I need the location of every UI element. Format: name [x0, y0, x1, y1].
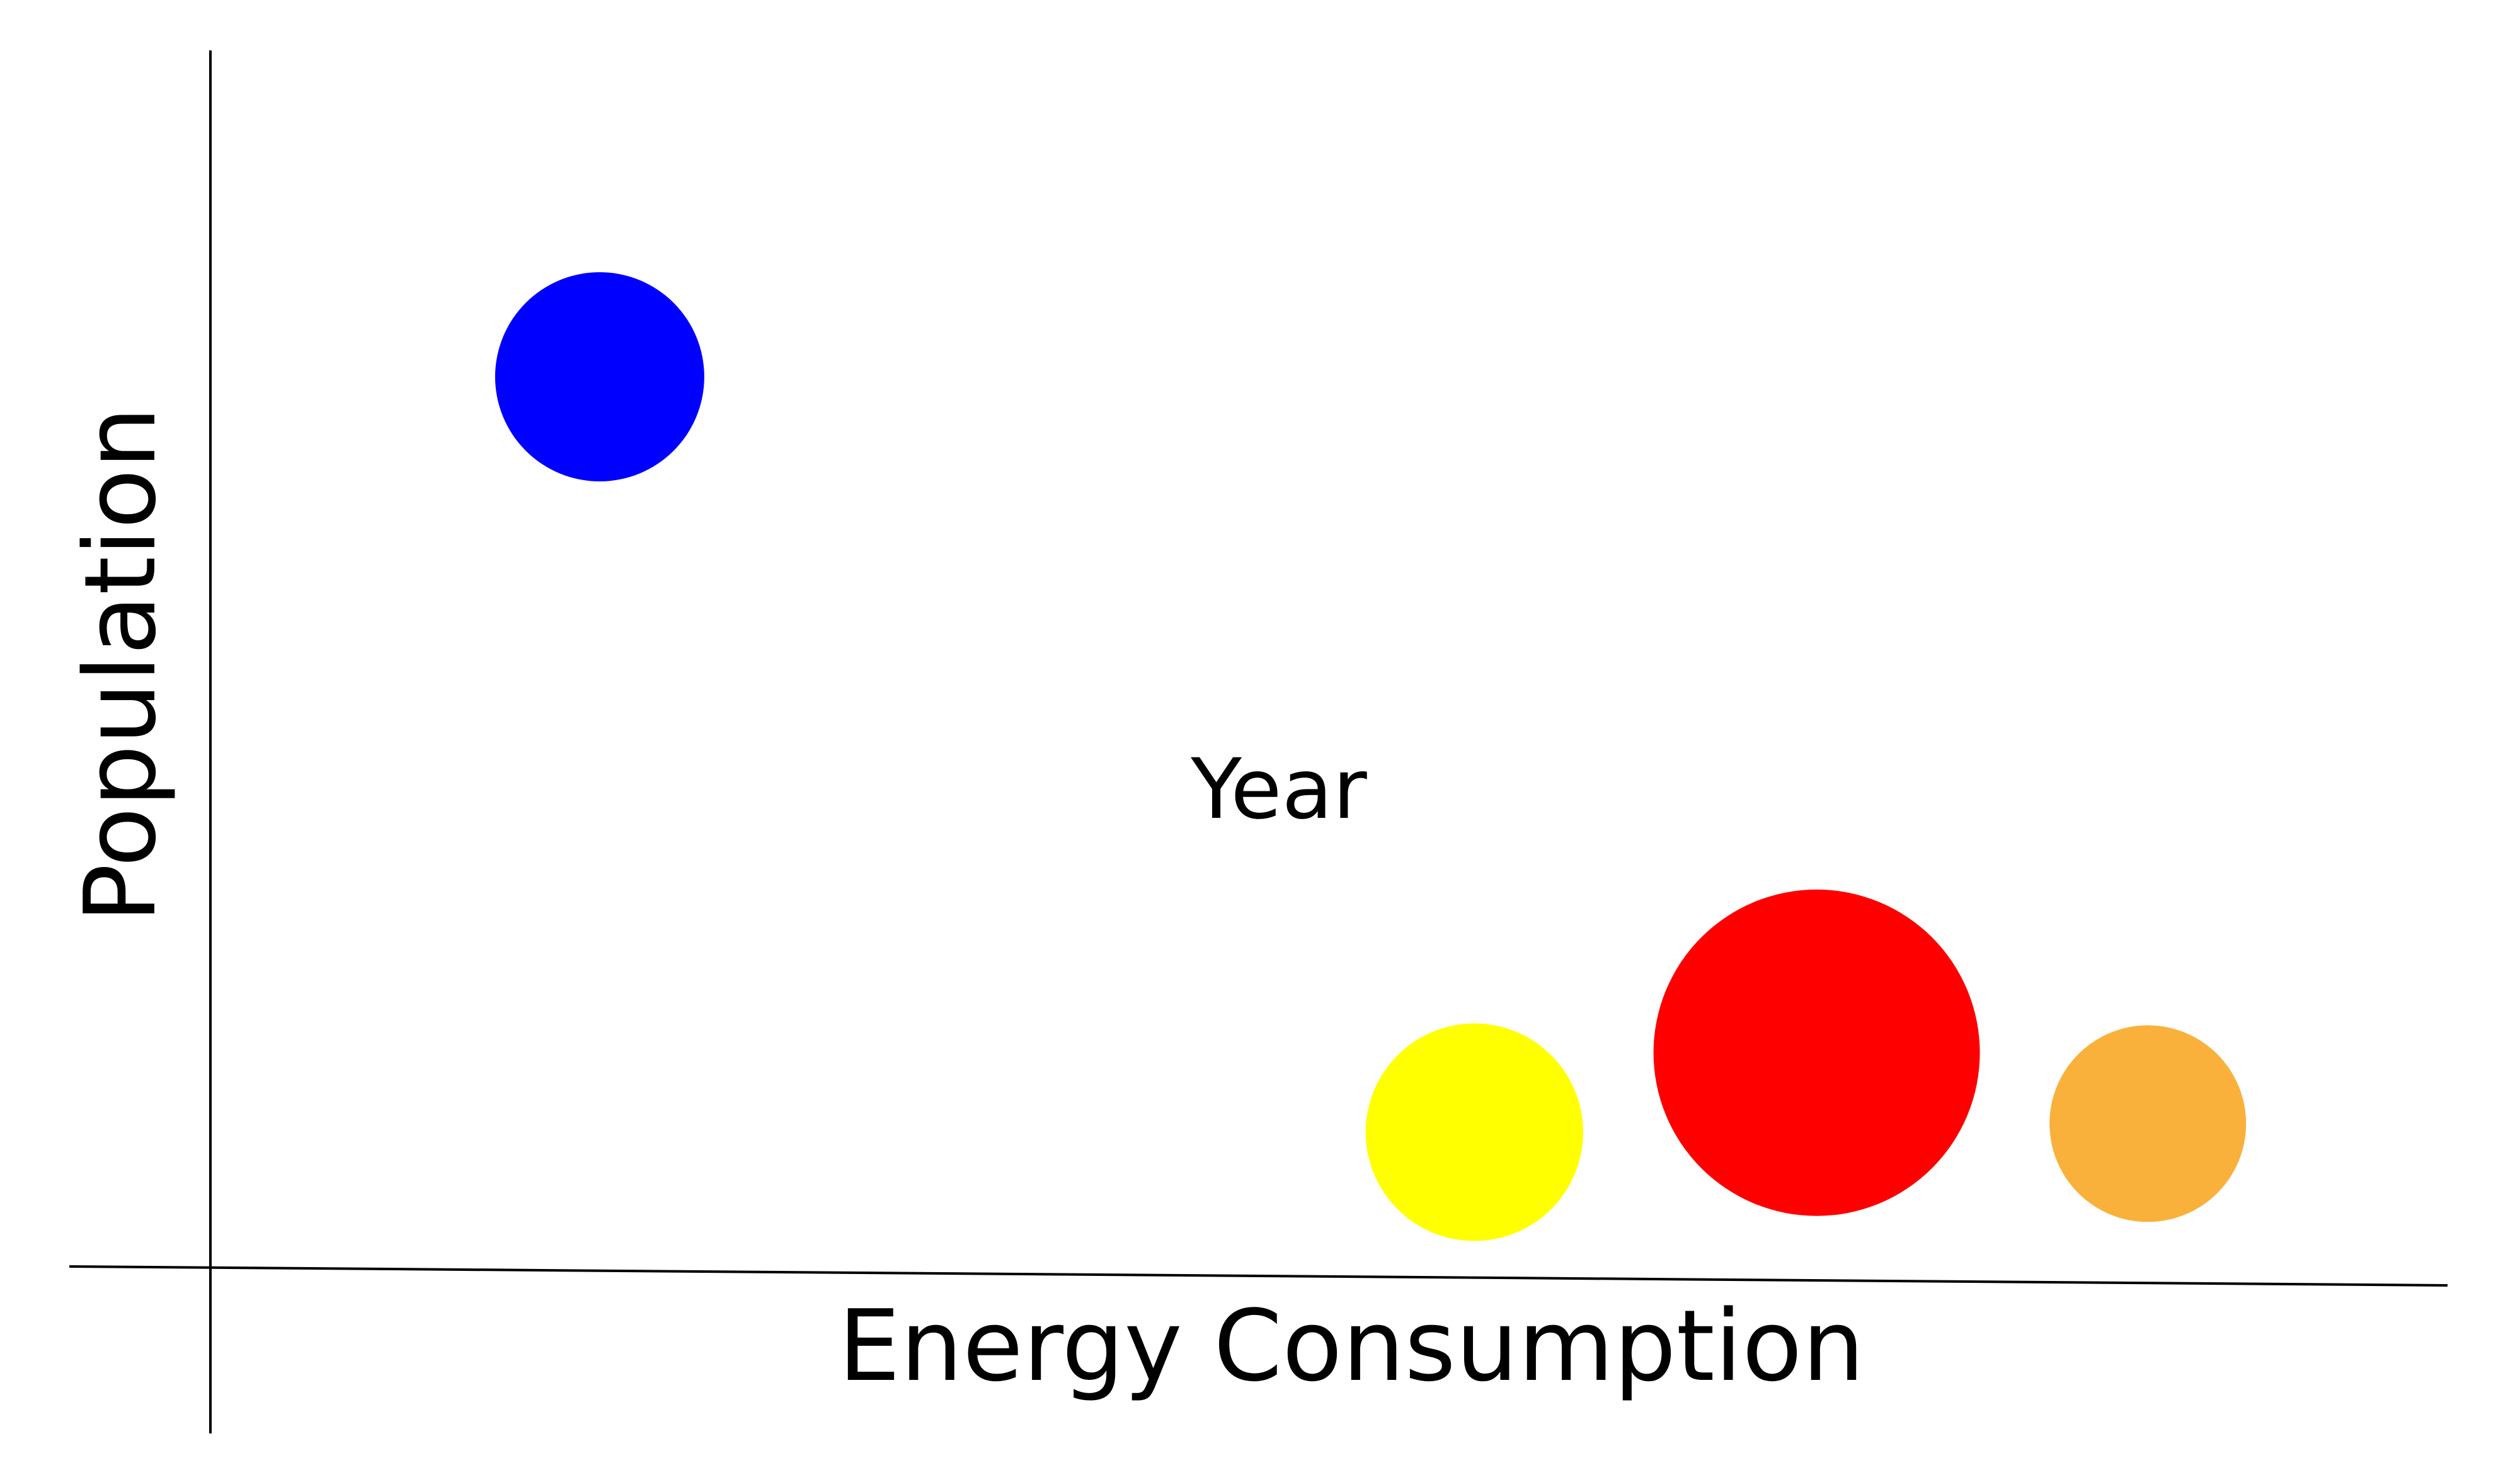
bubble-point — [2049, 1025, 2247, 1222]
x-axis-line — [69, 1265, 2448, 1287]
bubble-point — [1365, 1023, 1583, 1241]
y-axis-title: Population — [63, 406, 178, 923]
bubble-point — [495, 272, 704, 481]
x-axis-title: Energy Consumption — [839, 1289, 1865, 1403]
bubble-point — [1653, 889, 1980, 1216]
year-annotation: Year — [1190, 741, 1367, 838]
bubbles-layer — [495, 272, 2247, 1241]
